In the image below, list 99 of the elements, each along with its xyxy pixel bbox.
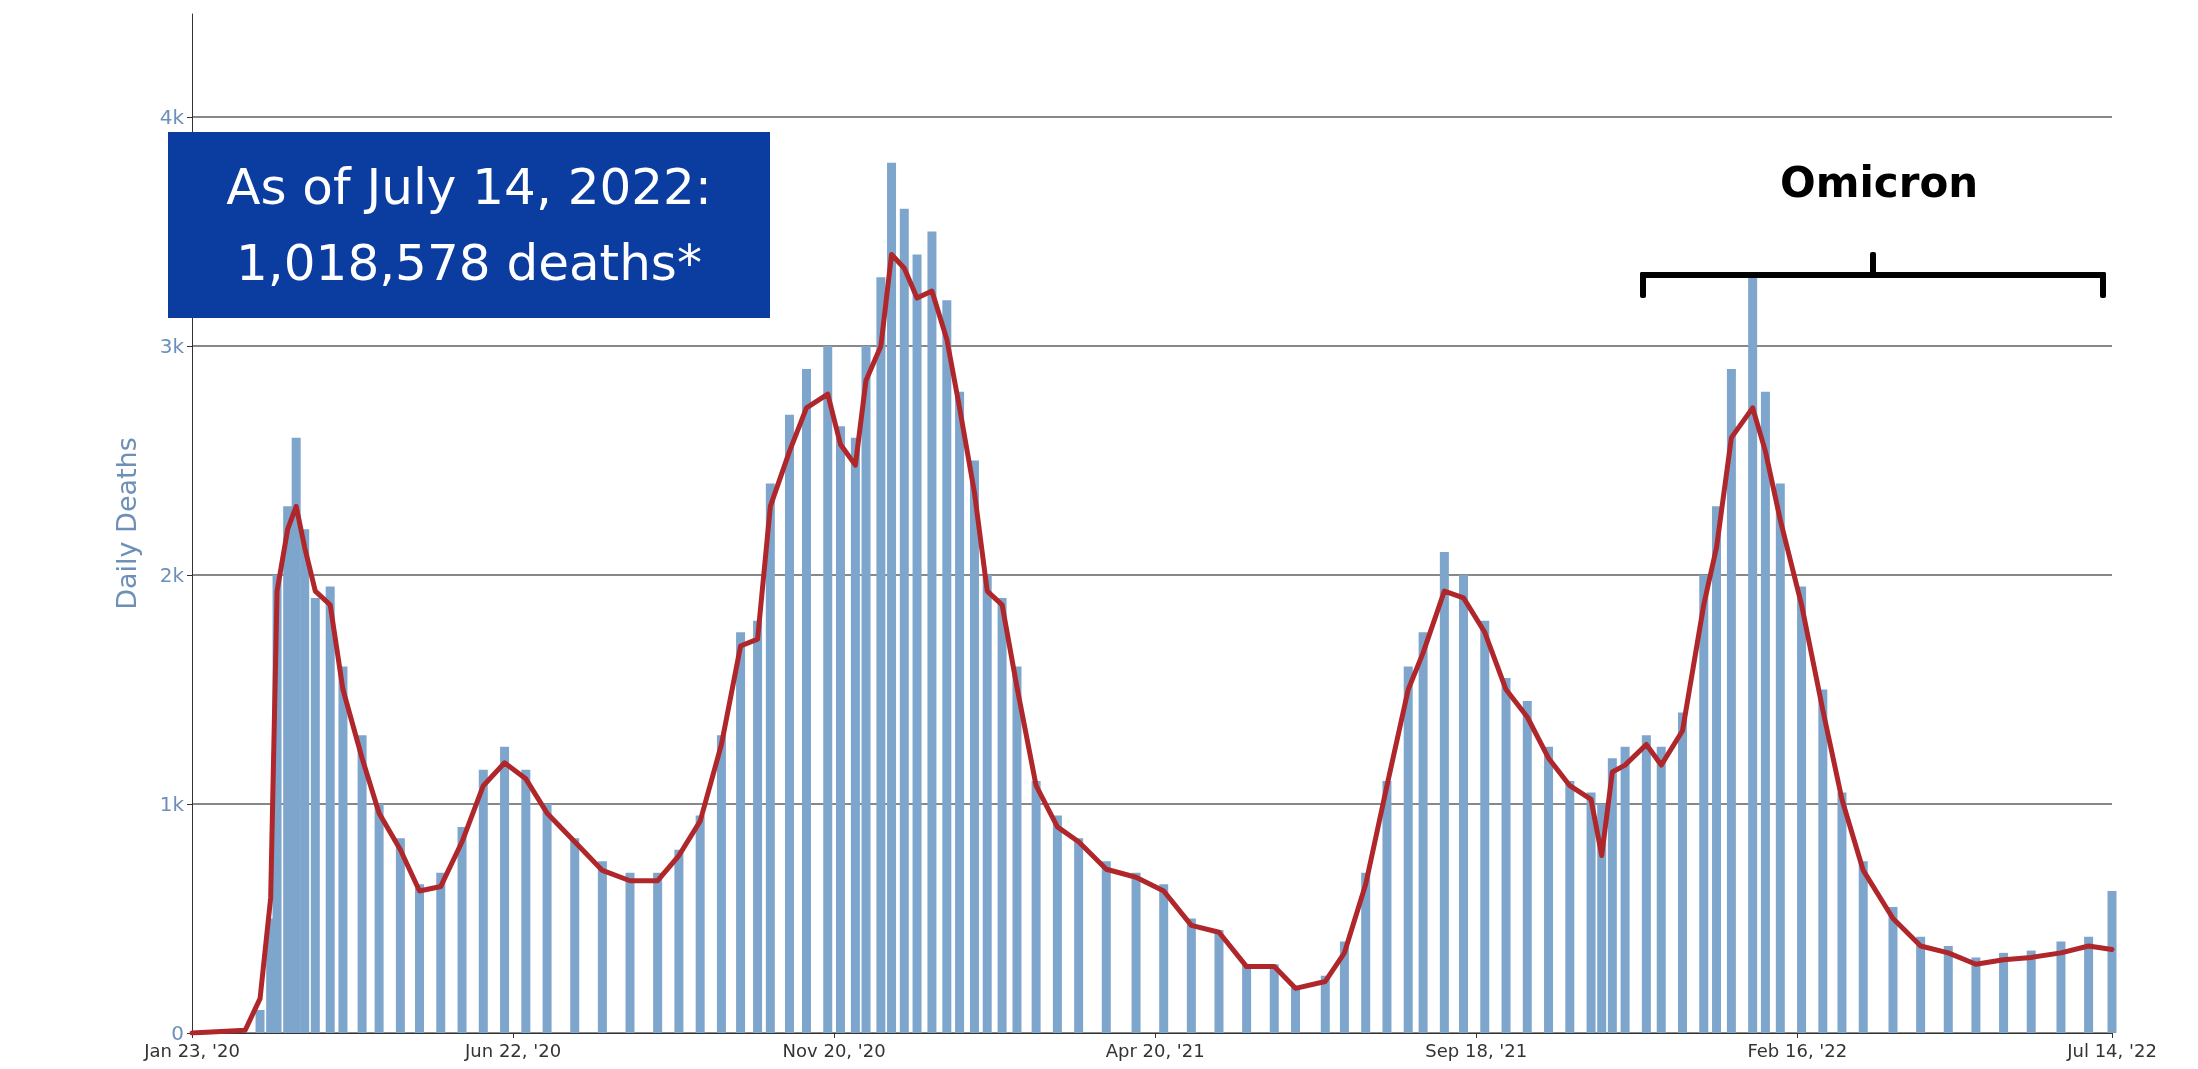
bar [1382, 781, 1392, 1033]
bar [765, 483, 775, 1033]
bar [997, 597, 1007, 1033]
bar [1916, 936, 1926, 1033]
bar [653, 872, 663, 1033]
x-tick-label: Sep 18, '21 [1425, 1039, 1528, 1061]
bar [500, 746, 510, 1033]
bar [338, 666, 348, 1033]
y-tick-label: 4k [159, 105, 185, 130]
bar [1012, 666, 1022, 1033]
bar [982, 575, 992, 1033]
bar [1522, 700, 1532, 1033]
bar [1052, 815, 1062, 1033]
bar [1480, 620, 1490, 1033]
bar [1818, 689, 1828, 1033]
bar [1565, 781, 1575, 1033]
bar [1607, 758, 1617, 1033]
bar [1748, 277, 1758, 1033]
bar [912, 254, 922, 1033]
bar [1269, 964, 1279, 1033]
bar [1186, 918, 1196, 1033]
bar [1544, 746, 1554, 1033]
x-tick-label: Apr 20, '21 [1105, 1039, 1205, 1061]
bar [1797, 586, 1807, 1033]
bar [1656, 746, 1666, 1033]
bar [927, 231, 937, 1033]
bar [1242, 964, 1252, 1033]
bar [1641, 735, 1651, 1033]
bar [1101, 861, 1111, 1033]
bar [357, 735, 367, 1033]
bar [1760, 391, 1770, 1033]
bar [1214, 929, 1224, 1033]
bar [1031, 781, 1041, 1033]
y-tick-label: 2k [159, 563, 185, 588]
bar [436, 872, 446, 1033]
bar [1678, 712, 1687, 1033]
x-tick-label: Jul 14, '22 [2066, 1039, 2157, 1061]
bar [1858, 861, 1868, 1033]
bar [876, 277, 886, 1033]
bar [784, 414, 794, 1033]
bar [395, 838, 405, 1033]
y-axis-title: Daily Deaths [111, 437, 142, 610]
bar [1837, 792, 1847, 1033]
bar [310, 597, 320, 1033]
bar [1131, 872, 1141, 1033]
bar [674, 849, 684, 1033]
bar [1999, 952, 2009, 1033]
bar [1712, 506, 1722, 1033]
bar [836, 426, 846, 1033]
bar [478, 769, 488, 1033]
bar [1418, 632, 1428, 1033]
bar [1971, 957, 1981, 1033]
bar [850, 437, 860, 1033]
bar [716, 735, 726, 1033]
annotation: Omicron [1780, 158, 1979, 207]
bar [1726, 368, 1736, 1033]
bar [597, 861, 607, 1033]
bar [1775, 483, 1785, 1033]
bar [1888, 907, 1898, 1033]
bar [521, 769, 531, 1033]
bar [969, 460, 979, 1033]
bar [1074, 838, 1084, 1033]
x-tick-label: Feb 16, '22 [1747, 1039, 1848, 1061]
bar [1459, 575, 1468, 1033]
bar [374, 804, 384, 1033]
bar [1361, 872, 1371, 1033]
annotation: As of July 14, 2022: 1,018,578 deaths* [168, 132, 770, 318]
bar [1291, 987, 1301, 1033]
bar [942, 300, 952, 1033]
bar [887, 162, 897, 1033]
bar [570, 838, 580, 1033]
bar [823, 346, 833, 1033]
bar [861, 346, 871, 1033]
bar [415, 884, 425, 1033]
bar [695, 815, 705, 1033]
bar [625, 872, 635, 1033]
bar [2026, 950, 2036, 1033]
bar [899, 208, 909, 1033]
bar [1620, 746, 1630, 1033]
y-tick-label: 1k [159, 792, 185, 817]
bar [753, 620, 763, 1033]
bar [1501, 678, 1511, 1033]
x-tick-label: Nov 20, '20 [782, 1039, 886, 1061]
bar [955, 391, 965, 1033]
bar [1943, 945, 1953, 1033]
y-tick-label: 3k [159, 334, 185, 359]
bar [2056, 941, 2066, 1033]
bar [325, 586, 335, 1033]
bar [1159, 884, 1169, 1033]
bar [1699, 575, 1709, 1033]
bar [736, 632, 746, 1033]
bar [542, 804, 552, 1033]
bar [457, 826, 467, 1033]
bar [2107, 891, 2117, 1033]
bar [2084, 936, 2094, 1033]
bar [801, 368, 811, 1033]
bar [1403, 666, 1413, 1033]
x-tick-label: Jun 22, '20 [464, 1039, 562, 1061]
bar [1439, 552, 1449, 1033]
